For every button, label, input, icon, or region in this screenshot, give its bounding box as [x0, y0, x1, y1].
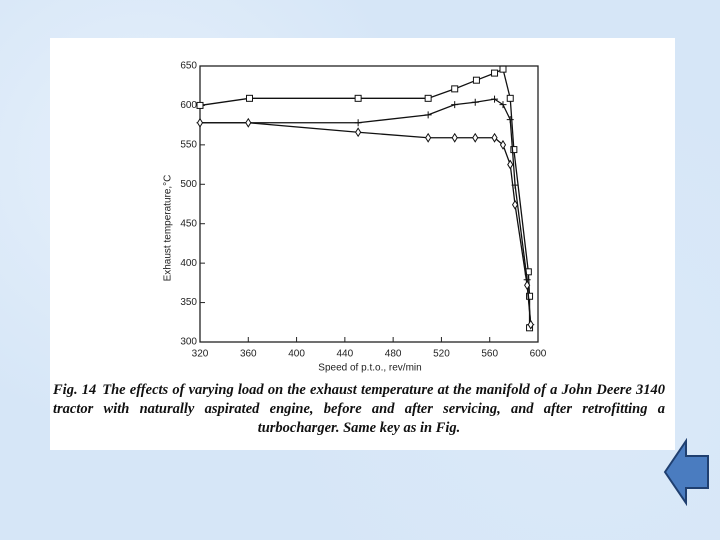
marker [526, 292, 534, 300]
y-tick-label: 350 [180, 297, 197, 308]
caption-label: Fig. 14 [53, 382, 97, 398]
marker [451, 132, 458, 143]
marker [451, 101, 459, 109]
y-tick-label: 550 [180, 139, 197, 150]
x-tick-label: 400 [288, 349, 305, 360]
x-tick-label: 480 [385, 349, 402, 360]
marker [355, 127, 362, 138]
marker [506, 116, 514, 124]
caption: Fig. 14 The effects of varying load on th… [53, 381, 665, 438]
marker [425, 132, 432, 143]
y-axis-label: Exhaust temperature,°C [163, 175, 174, 282]
marker [196, 117, 204, 128]
marker [472, 76, 480, 84]
marker [354, 119, 362, 127]
marker [424, 94, 432, 102]
marker [499, 139, 507, 150]
plot-frame [199, 65, 539, 343]
marker [506, 94, 514, 102]
chart: Exhaust temperature,°C Speed of p.t.o., … [163, 61, 547, 374]
marker [499, 65, 507, 73]
back-arrow[interactable] [663, 438, 709, 506]
x-tick-label: 560 [481, 349, 498, 360]
marker [245, 117, 252, 128]
y-tick-label: 500 [180, 179, 197, 190]
marker [499, 101, 507, 109]
series-line [199, 68, 531, 328]
marker [511, 199, 519, 210]
marker [472, 132, 479, 143]
x-tick-label: 520 [433, 349, 450, 360]
marker [245, 94, 253, 102]
marker [354, 94, 362, 102]
y-tick-label: 650 [180, 61, 197, 72]
marker [527, 319, 534, 330]
marker [524, 280, 531, 291]
marker [471, 98, 479, 106]
y-tick-label: 400 [180, 258, 197, 269]
caption-text: The effects of varying load on the exhau… [53, 382, 666, 436]
series-line [200, 98, 532, 325]
marker [424, 111, 432, 119]
marker [196, 101, 204, 109]
x-tick-label: 320 [192, 349, 209, 360]
x-tick-label: 360 [240, 349, 257, 360]
marker [507, 159, 514, 170]
x-tick-label: 600 [530, 349, 547, 360]
x-tick-label: 440 [337, 349, 354, 360]
marker [510, 146, 518, 154]
series-line [200, 122, 532, 325]
back-button[interactable] [662, 438, 712, 506]
marker [491, 69, 499, 77]
y-tick-label: 450 [180, 218, 197, 229]
marker [451, 85, 459, 93]
y-tick-label: 300 [180, 337, 197, 348]
x-axis-label: Speed of p.t.o., rev/min [318, 363, 421, 374]
figure-card: Exhaust temperature,°C Speed of p.t.o., … [50, 38, 675, 450]
marker [491, 95, 499, 103]
y-tick-label: 600 [180, 100, 197, 111]
marker [491, 132, 498, 143]
